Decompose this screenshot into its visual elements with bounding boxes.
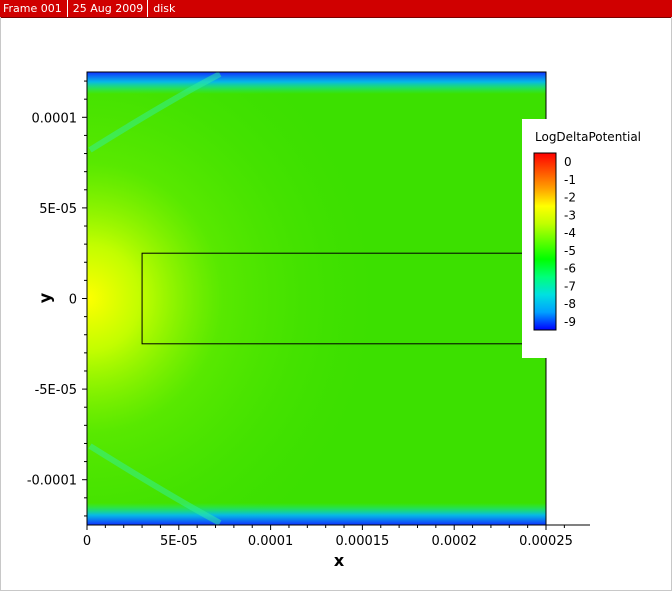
y-tick-label: 0 [69, 293, 77, 308]
x-tick-label: 0.0002 [431, 534, 477, 549]
legend-level-label: -2 [564, 191, 576, 205]
legend-level-label: -3 [564, 208, 576, 222]
field-ray-lower [88, 443, 222, 525]
plot-field [87, 72, 546, 525]
y-axis-title: y [36, 292, 55, 303]
frame-dataset: disk [147, 0, 179, 17]
x-tick-label: 0 [83, 534, 91, 549]
legend-level-label: -6 [564, 262, 576, 276]
y-tick-label: 5E-05 [39, 202, 77, 217]
legend-level-label: -8 [564, 297, 576, 311]
colorbar [533, 152, 557, 331]
field-ray-upper [88, 72, 222, 153]
x-tick-label: 5E-05 [160, 534, 198, 549]
x-axis-title: x [334, 551, 345, 570]
frame-number: Frame 001 [3, 2, 62, 15]
colorbar-legend: LogDeltaPotential 0 -1 -2 -3 -4 -5 -6 -7 -8 -9 [522, 119, 662, 358]
legend-level-label: -5 [564, 244, 576, 258]
legend-level-label: -9 [564, 315, 576, 329]
frame-header: Frame 001 25 Aug 2009 disk [0, 0, 672, 18]
legend-level-label: -7 [564, 279, 576, 293]
y-tick-label: 0.0001 [32, 111, 78, 126]
frame-date: 25 Aug 2009 [66, 0, 147, 17]
field-boundary-bottom [87, 503, 546, 525]
x-tick-label: 0.0001 [248, 534, 294, 549]
y-tick-label: -5E-05 [35, 383, 77, 398]
legend-level-label: -4 [564, 226, 576, 240]
y-tick-label: -0.0001 [27, 474, 77, 489]
legend-level-label: 0 [564, 155, 572, 169]
legend-level-label: -1 [564, 173, 576, 187]
x-tick-label: 0.00015 [336, 534, 390, 549]
axes: 0 5E-05 0.0001 0.00015 0.0002 0.00025 0.0001 5E… [27, 72, 590, 549]
x-tick-label: 0.00025 [519, 534, 573, 549]
field-boundary-top [87, 72, 546, 94]
legend-title: LogDeltaPotential [535, 130, 641, 144]
field-source-glow [87, 72, 546, 525]
